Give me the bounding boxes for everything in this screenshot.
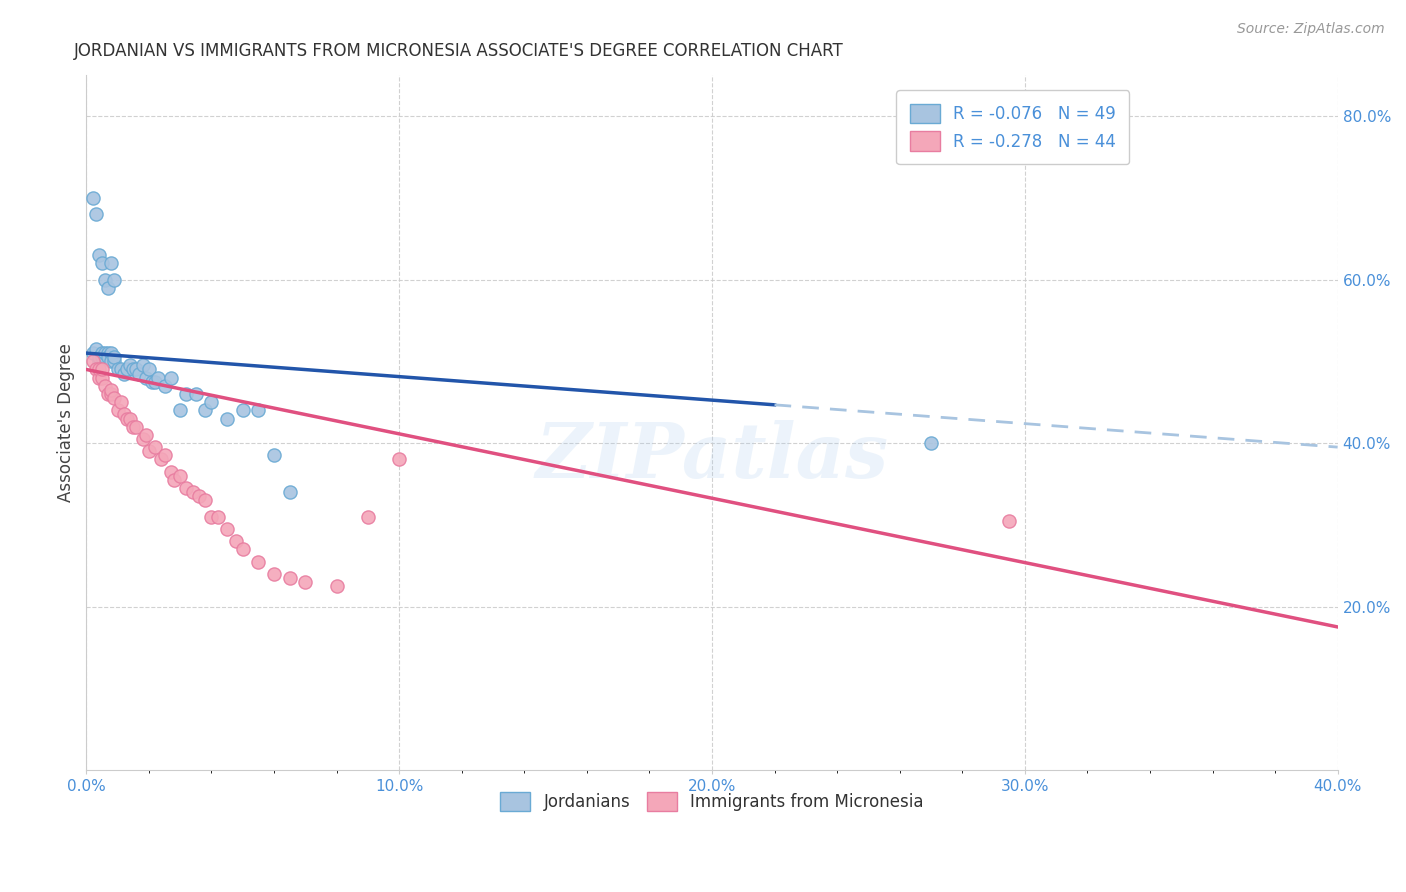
Point [94, 346, 117, 360]
Point [207, 509, 229, 524]
Point [103, 272, 125, 286]
Point [138, 444, 160, 458]
Point [103, 391, 125, 405]
Y-axis label: Associate's Degree: Associate's Degree [58, 343, 75, 502]
Point [169, 403, 191, 417]
Point [97, 350, 120, 364]
Point [143, 440, 166, 454]
Point [87, 354, 110, 368]
Point [122, 362, 145, 376]
Text: ZIPatlas: ZIPatlas [536, 420, 889, 494]
Point [87, 248, 110, 262]
Point [90, 346, 112, 360]
Point [94, 350, 117, 364]
Point [247, 555, 270, 569]
Point [131, 432, 153, 446]
Point [163, 473, 186, 487]
Point [187, 489, 209, 503]
Point [100, 383, 122, 397]
Point [263, 448, 285, 462]
Point [225, 534, 247, 549]
Point [94, 379, 117, 393]
Point [153, 448, 176, 462]
Point [87, 370, 110, 384]
Point [125, 419, 148, 434]
Point [82, 354, 104, 368]
Point [159, 465, 181, 479]
Point [112, 408, 135, 422]
Point [232, 542, 254, 557]
Point [110, 362, 132, 376]
Point [112, 367, 135, 381]
Point [87, 362, 110, 376]
Point [150, 452, 173, 467]
Point [194, 403, 217, 417]
Point [176, 481, 198, 495]
Point [148, 370, 170, 384]
Point [122, 419, 145, 434]
Point [153, 379, 176, 393]
Point [215, 411, 238, 425]
Point [176, 387, 198, 401]
Point [94, 272, 117, 286]
Point [84, 207, 107, 221]
Point [263, 566, 285, 581]
Point [100, 256, 122, 270]
Point [100, 387, 122, 401]
Point [920, 436, 942, 450]
Point [357, 509, 380, 524]
Point [100, 346, 122, 360]
Point [388, 452, 411, 467]
Text: Source: ZipAtlas.com: Source: ZipAtlas.com [1237, 22, 1385, 37]
Point [100, 354, 122, 368]
Point [200, 395, 222, 409]
Point [120, 411, 142, 425]
Point [103, 350, 125, 364]
Point [232, 403, 254, 417]
Point [97, 281, 120, 295]
Point [247, 403, 270, 417]
Point [107, 362, 129, 376]
Point [103, 354, 125, 368]
Legend: Jordanians, Immigrants from Micronesia: Jordanians, Immigrants from Micronesia [486, 779, 936, 824]
Point [141, 375, 163, 389]
Point [143, 375, 166, 389]
Point [169, 468, 191, 483]
Point [159, 370, 181, 384]
Point [294, 574, 316, 589]
Point [90, 350, 112, 364]
Point [138, 362, 160, 376]
Point [125, 362, 148, 376]
Point [115, 362, 138, 376]
Point [325, 579, 347, 593]
Point [90, 362, 112, 376]
Point [998, 514, 1021, 528]
Point [87, 350, 110, 364]
Point [194, 493, 217, 508]
Point [184, 387, 207, 401]
Point [97, 346, 120, 360]
Point [110, 395, 132, 409]
Point [84, 342, 107, 356]
Point [84, 362, 107, 376]
Point [135, 428, 157, 442]
Point [200, 509, 222, 524]
Point [120, 359, 142, 373]
Point [181, 485, 204, 500]
Point [128, 367, 150, 381]
Point [115, 411, 138, 425]
Point [97, 387, 120, 401]
Point [90, 370, 112, 384]
Point [278, 571, 301, 585]
Point [82, 191, 104, 205]
Point [90, 256, 112, 270]
Point [135, 370, 157, 384]
Text: JORDANIAN VS IMMIGRANTS FROM MICRONESIA ASSOCIATE'S DEGREE CORRELATION CHART: JORDANIAN VS IMMIGRANTS FROM MICRONESIA … [73, 42, 844, 60]
Point [107, 403, 129, 417]
Point [131, 359, 153, 373]
Point [215, 522, 238, 536]
Point [82, 346, 104, 360]
Point [278, 485, 301, 500]
